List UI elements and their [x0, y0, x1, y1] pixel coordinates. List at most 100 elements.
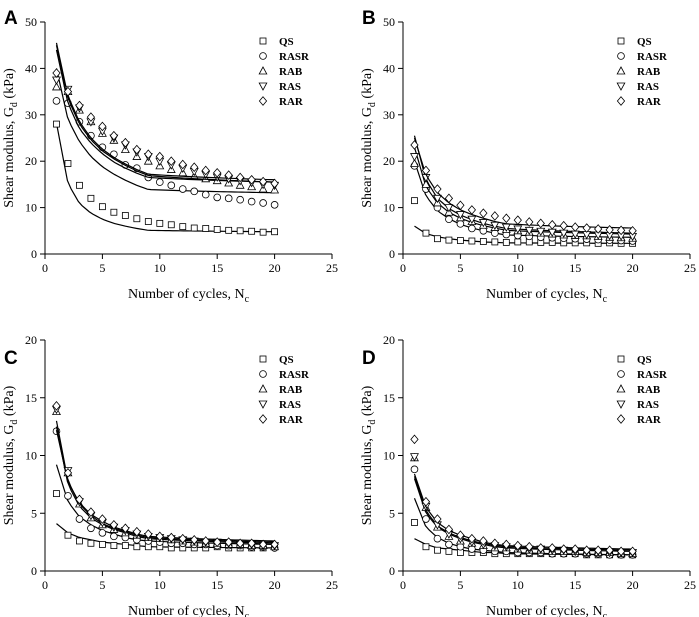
- data-point-rar: [559, 220, 568, 231]
- data-point-rar: [98, 514, 107, 524]
- legend-marker-rab: [258, 384, 268, 393]
- data-point-rar: [433, 184, 442, 194]
- data-point-qs: [99, 203, 106, 211]
- data-point-rar: [167, 156, 176, 167]
- data-point-rasr: [468, 224, 476, 233]
- data-point-rar: [536, 543, 545, 553]
- y-tick-label: 5: [31, 506, 37, 520]
- data-point-rar: [144, 149, 153, 160]
- data-point-qs: [110, 542, 118, 549]
- data-point-rar: [86, 112, 96, 122]
- data-point-qs: [456, 237, 464, 244]
- data-point-rar: [605, 225, 614, 235]
- data-point-rar: [213, 167, 222, 178]
- data-point-ras: [490, 221, 500, 231]
- legend-marker-qs: [617, 37, 625, 45]
- data-point-rasr: [224, 194, 233, 203]
- data-point-rar: [605, 545, 614, 556]
- data-point-qs: [99, 541, 106, 548]
- legend-label-ras: RAS: [637, 81, 659, 93]
- data-point-rar: [410, 434, 419, 445]
- legend-marker-rar: [258, 414, 268, 424]
- y-tick-label: 50: [383, 15, 395, 29]
- data-point-qs: [64, 531, 72, 539]
- data-point-rar: [75, 100, 84, 111]
- data-point-rar: [178, 533, 187, 544]
- chart-panel-a: A 0 5 10 15 20 25 0 10 20 30 40 50 Number of cycles, …: [2, 8, 338, 305]
- data-point-qs: [248, 227, 256, 235]
- data-point-rar: [421, 165, 431, 176]
- legend-label-qs: QS: [279, 36, 294, 48]
- legend-marker-qs: [259, 355, 267, 363]
- data-point-rar: [167, 532, 176, 543]
- data-point-rasr: [456, 220, 465, 228]
- data-point-qs: [422, 229, 430, 237]
- panel-label: B: [362, 8, 376, 29]
- data-point-qs: [110, 208, 118, 216]
- data-point-rar: [582, 223, 591, 233]
- x-tick-label: 5: [99, 578, 105, 592]
- data-point-rasr: [270, 201, 279, 209]
- fit-curve-rasr: [55, 68, 275, 194]
- x-tick-label: 15: [569, 261, 581, 275]
- series-rasr: [52, 427, 279, 552]
- data-point-rar: [247, 174, 256, 185]
- data-point-rab: [410, 158, 419, 167]
- data-point-ras: [478, 219, 488, 228]
- x-axis-title: Number of cycles, Nc: [128, 287, 250, 305]
- data-point-rar: [224, 537, 233, 547]
- x-tick-label: 10: [512, 261, 524, 275]
- x-tick-label: 0: [42, 261, 48, 275]
- data-point-rar: [513, 215, 522, 225]
- data-point-rar: [513, 540, 522, 551]
- x-tick-label: 20: [269, 261, 281, 275]
- data-point-rasr: [110, 532, 118, 541]
- data-point-rab: [421, 179, 431, 188]
- data-point-rasr: [236, 195, 244, 204]
- data-point-ras: [444, 204, 454, 213]
- data-point-rar: [548, 219, 557, 230]
- data-point-rasr: [156, 178, 164, 186]
- x-tick-label: 5: [99, 261, 105, 275]
- y-tick-label: 15: [383, 391, 395, 405]
- series-ras: [52, 45, 280, 191]
- data-point-rar: [410, 140, 419, 150]
- legend-marker-rab: [616, 384, 626, 393]
- data-point-qs: [445, 236, 453, 244]
- data-point-rar: [86, 507, 96, 517]
- data-point-rasr: [213, 193, 222, 202]
- x-tick-label: 15: [211, 578, 223, 592]
- y-axis-title: Shear modulus, Gd (kPa): [360, 68, 378, 208]
- legend-label-rar: RAR: [279, 414, 304, 426]
- x-tick-label: 20: [627, 578, 639, 592]
- data-point-rar: [178, 159, 187, 170]
- data-point-rab: [52, 82, 61, 91]
- data-point-rar: [236, 538, 245, 549]
- x-tick-label: 10: [154, 578, 166, 592]
- data-point-rar: [571, 222, 580, 232]
- x-tick-label: 0: [42, 578, 48, 592]
- fit-curve-rab: [413, 478, 633, 552]
- data-point-ras: [410, 453, 419, 462]
- data-point-qs: [156, 219, 164, 227]
- data-point-qs: [76, 537, 83, 545]
- data-point-rasr: [87, 524, 95, 533]
- x-tick-label: 5: [457, 261, 463, 275]
- data-point-rar: [190, 535, 199, 545]
- legend-label-qs: QS: [637, 36, 652, 48]
- data-point-rar: [444, 193, 454, 204]
- data-point-rar: [433, 514, 442, 524]
- legend-marker-rar: [616, 96, 626, 106]
- x-tick-label: 25: [684, 261, 696, 275]
- y-tick-label: 0: [31, 247, 37, 261]
- legend-label-rasr: RASR: [637, 51, 668, 63]
- y-tick-label: 10: [383, 201, 395, 215]
- fit-curve-rasr: [55, 464, 275, 546]
- legend-marker-rasr: [617, 370, 625, 378]
- data-point-ras: [524, 226, 534, 236]
- data-point-rasr: [201, 190, 210, 199]
- data-point-rasr: [445, 540, 453, 549]
- data-point-rar: [247, 538, 256, 549]
- fit-curve-rar: [55, 429, 275, 542]
- legend-marker-ras: [616, 400, 626, 409]
